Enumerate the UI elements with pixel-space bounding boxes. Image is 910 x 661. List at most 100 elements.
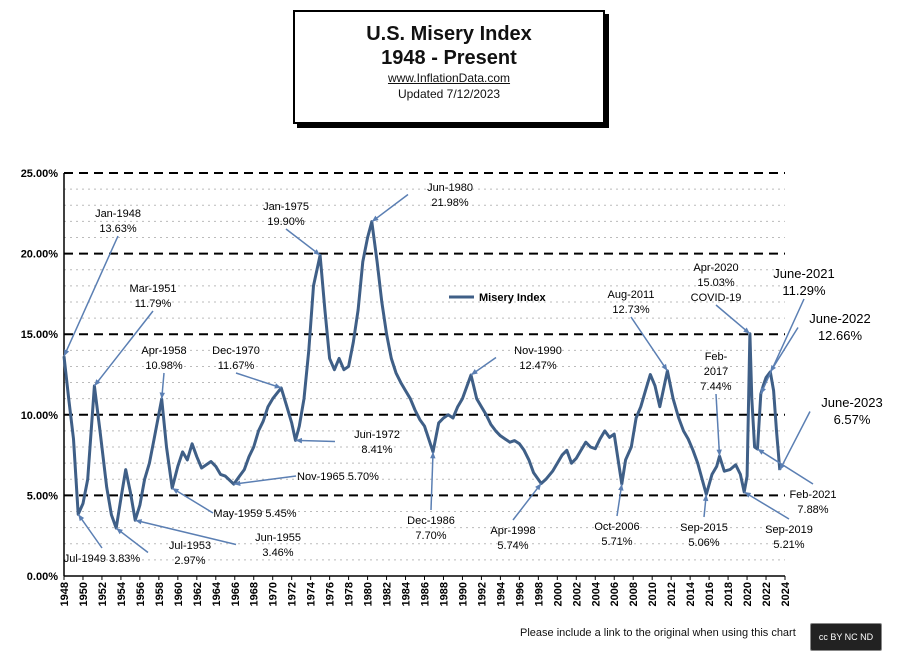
annotation-label: Oct-2006: [594, 521, 639, 533]
annotation-label: 7.44%: [700, 381, 731, 393]
annotation-arrowhead: [371, 215, 379, 222]
annotation-arrowhead: [116, 528, 123, 535]
creative-commons-badge[interactable]: cc BY NC ND: [810, 623, 882, 651]
annotation-label: 5.74%: [497, 540, 528, 552]
annotation-arrow: [757, 448, 814, 485]
annotation-arrow: [371, 193, 409, 223]
annotation-arrowhead: [64, 349, 70, 357]
annotation-label: Feb-: [705, 351, 728, 363]
annotations: Jan-1948 13.63% Jul-1949 3.83% Mar-1951 11.7…: [63, 182, 883, 567]
annotation-arrowhead: [661, 363, 668, 371]
annotation-label: 11.67%: [218, 360, 255, 372]
title-box: U.S. Misery Index 1948 - Present www.Inf…: [293, 10, 605, 124]
legend: Misery Index: [449, 292, 547, 304]
y-tick-label: 15.00%: [21, 329, 59, 341]
annotation-label: 8.41%: [361, 444, 392, 456]
annotation-arrow: [630, 316, 668, 372]
annotation-label: Apr-2020: [693, 262, 738, 274]
annotation-label: Nov-1990: [514, 345, 562, 357]
annotation-label: Jul-1949 3.83%: [64, 553, 141, 565]
annotation-arrowhead: [94, 379, 101, 386]
annotation-arrow: [77, 513, 103, 549]
x-tick-label: 2010: [647, 582, 659, 606]
annotation-label: 19.90%: [267, 216, 305, 228]
x-tick-label: 1968: [249, 582, 261, 606]
annotation-arrow: [715, 393, 721, 457]
annotation-label: June-2022: [809, 311, 870, 326]
x-tick-label: 1976: [325, 582, 337, 606]
x-tick-label: 2020: [742, 582, 754, 606]
annotation-label: 15.03%: [697, 277, 735, 289]
x-tick-label: 1948: [59, 582, 71, 606]
source-link[interactable]: www.InflationData.com: [387, 71, 511, 85]
y-tick-label: 20.00%: [21, 249, 59, 261]
chart-subtitle: 1948 - Present: [381, 47, 517, 69]
annotation-arrowhead: [716, 449, 722, 457]
x-tick-label: 2018: [723, 582, 735, 606]
annotation-arrow: [235, 372, 282, 389]
annotation-arrowhead: [770, 365, 777, 372]
annotation-arrowhead: [743, 327, 750, 334]
annotation-label: Feb-2021: [789, 489, 836, 501]
annotation-arrow: [233, 475, 297, 485]
x-tick-label: 2008: [628, 582, 640, 606]
x-tick-label: 1972: [287, 582, 299, 606]
x-tick-label: 1994: [495, 581, 507, 606]
annotation-label: Jun-1955: [255, 532, 301, 544]
x-axis-ticks: 1948 1950 1952 1954 1956 1958 1960 1962 1964 1966…: [59, 576, 792, 606]
y-tick-label: 5.00%: [27, 490, 58, 502]
annotation-label: June-2023: [821, 395, 882, 410]
annotation-arrow: [63, 235, 119, 357]
series-misery-index: [62, 220, 782, 530]
annotation-arrow: [779, 411, 811, 471]
annotation-label: Aug-2011: [608, 289, 655, 301]
x-tick-label: 1992: [476, 582, 488, 606]
annotation-label: 7.88%: [797, 504, 828, 516]
x-tick-label: 1962: [192, 582, 204, 606]
annotation-arrowhead: [535, 483, 542, 491]
x-tick-label: 2022: [761, 582, 773, 606]
y-axis-ticks: 0.00% 5.00% 10.00% 15.00% 20.00% 25.00%: [21, 168, 59, 583]
annotation-arrowhead: [313, 249, 321, 256]
x-tick-label: 2024: [780, 581, 792, 606]
x-tick-label: 1974: [306, 581, 318, 606]
x-tick-label: 2014: [685, 581, 697, 606]
annotation-arrowhead: [159, 392, 165, 400]
annotation-label: 2017: [704, 366, 728, 378]
annotation-label: 6.57%: [834, 412, 871, 427]
y-tick-label: 10.00%: [21, 410, 59, 422]
annotation-label: Dec-1970: [212, 345, 260, 357]
x-tick-label: 1996: [514, 582, 526, 606]
annotation-label: 5.06%: [688, 537, 719, 549]
annotation-arrowhead: [295, 437, 302, 444]
annotation-label: 11.79%: [135, 298, 172, 310]
y-tick-label: 0.00%: [27, 571, 58, 583]
x-tick-label: 2000: [552, 582, 564, 606]
x-tick-label: 1958: [154, 582, 166, 606]
annotation-arrowhead: [274, 383, 282, 389]
annotation-arrow: [171, 487, 214, 514]
x-tick-label: 1966: [230, 582, 242, 606]
annotation-label: Sep-2019: [765, 524, 813, 536]
x-tick-label: 1970: [268, 582, 280, 606]
annotation-arrow: [285, 228, 321, 256]
grid-lines: [64, 172, 785, 561]
x-tick-label: 1954: [116, 581, 128, 606]
updated-date: Updated 7/12/2023: [397, 87, 501, 101]
footer-note: Please include a link to the original wh…: [520, 627, 796, 639]
annotation-label: June-2021: [773, 266, 834, 281]
annotation-arrowhead: [744, 492, 752, 498]
series-line: [62, 220, 782, 530]
annotation-arrowhead: [78, 514, 85, 522]
x-tick-label: 1952: [97, 582, 109, 606]
annotation-label: 5.71%: [601, 536, 632, 548]
x-tick-label: 1956: [135, 582, 147, 606]
annotation-label: 12.66%: [818, 328, 863, 343]
x-tick-label: 1986: [420, 582, 432, 606]
annotation-arrow: [769, 327, 799, 373]
x-tick-label: 1982: [382, 582, 394, 606]
annotation-arrowhead: [172, 488, 180, 494]
x-tick-label: 1978: [344, 582, 356, 606]
annotation-label: 10.98%: [145, 360, 183, 372]
axes: [63, 173, 785, 577]
